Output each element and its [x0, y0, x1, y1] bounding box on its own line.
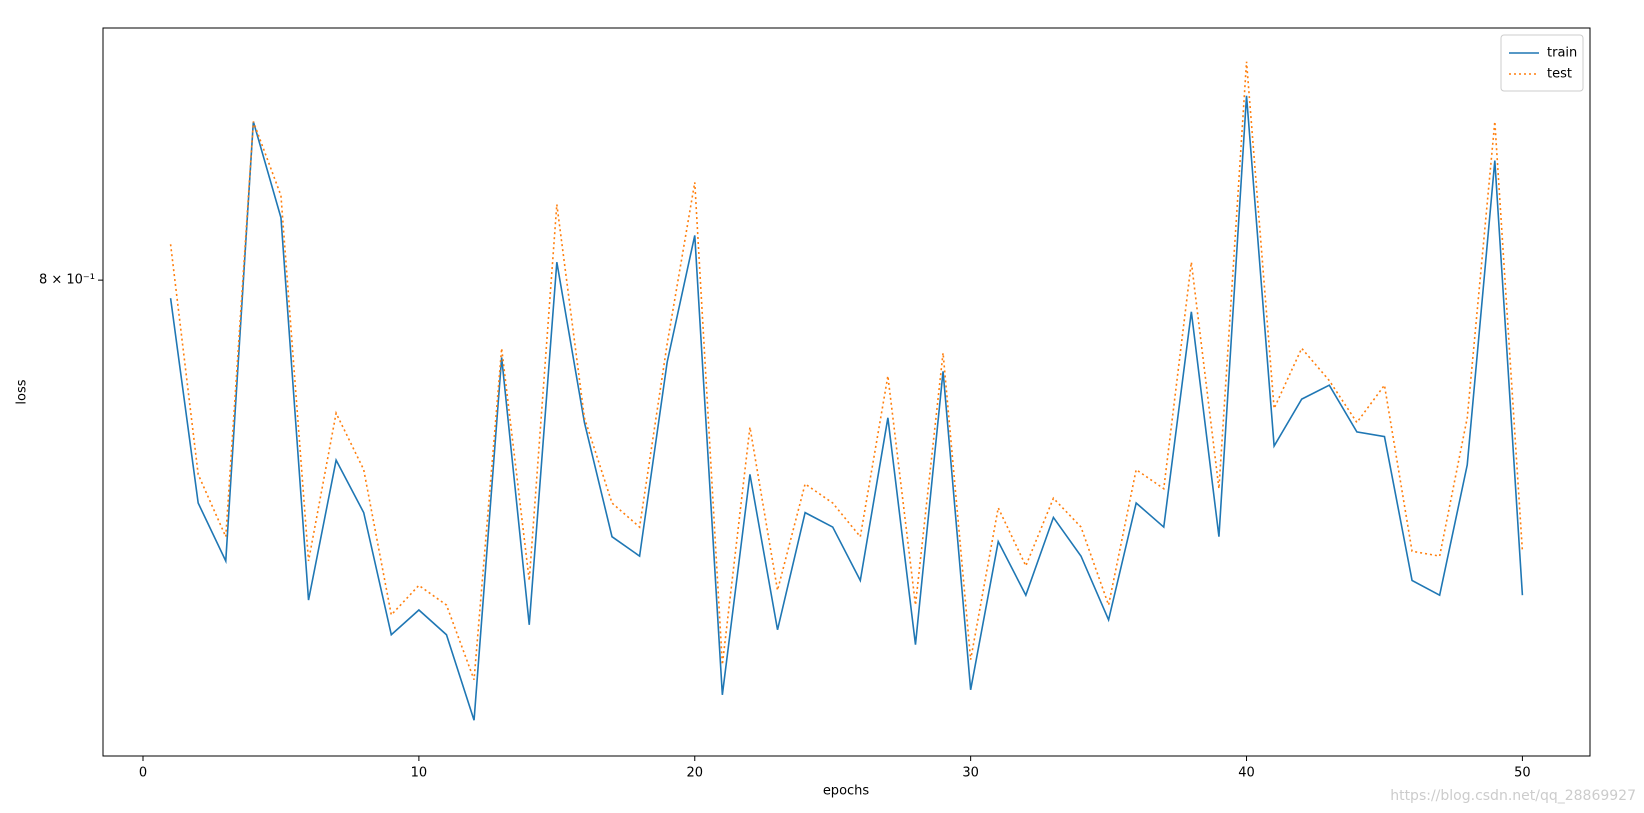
x-axis-label: epochs	[823, 784, 870, 799]
legend-box	[1500, 34, 1584, 92]
legend-label: train	[1547, 46, 1577, 61]
watermark: https://blog.csdn.net/qq_28869927	[1390, 788, 1636, 804]
x-tick-label: 0	[139, 766, 147, 781]
x-tick-label: 40	[1238, 766, 1255, 781]
y-axis-label: loss	[15, 379, 30, 404]
x-tick-label: 30	[962, 766, 979, 781]
legend: train test	[1500, 34, 1584, 92]
line-test	[169, 61, 1524, 681]
x-tick-label: 50	[1514, 766, 1531, 781]
x-tick-label: 10	[411, 766, 428, 781]
line-train	[169, 95, 1524, 721]
y-tick-label: 8 × 10⁻¹	[39, 273, 95, 288]
legend-label: test	[1547, 67, 1572, 82]
plot-frame	[102, 27, 1591, 757]
x-tick-label: 20	[686, 766, 703, 781]
